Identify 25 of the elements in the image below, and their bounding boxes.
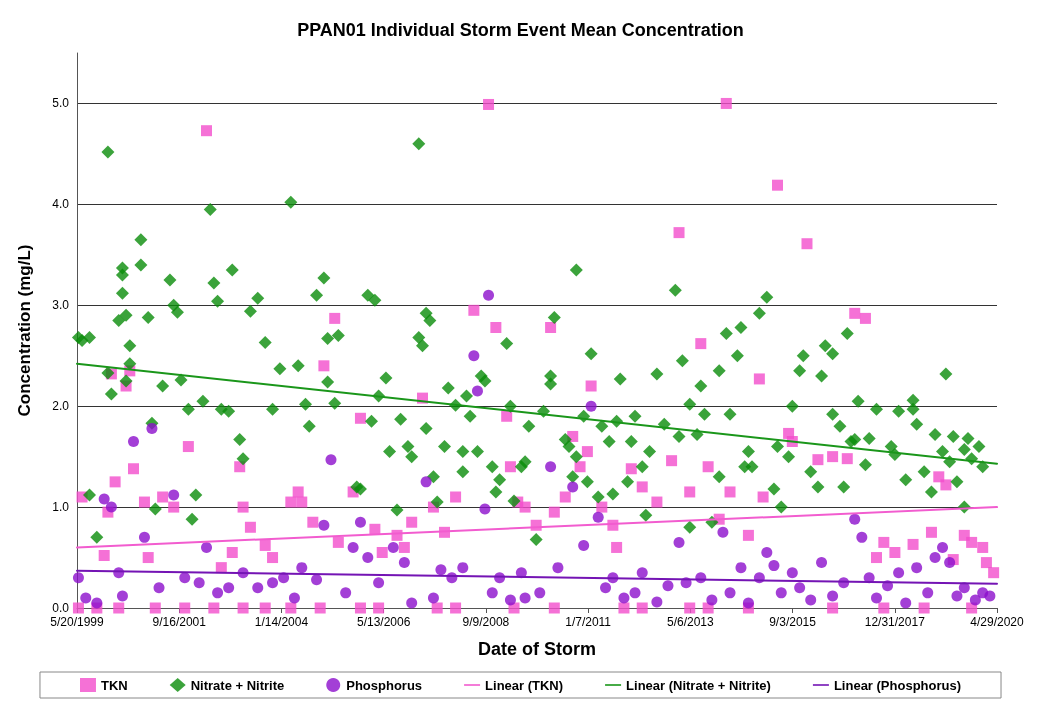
legend-label: Nitrate + Nitrite — [190, 677, 285, 693]
x-tick-label: 9/9/2008 — [462, 615, 510, 629]
x-tick-label: 5/13/2006 — [356, 615, 411, 629]
y-tick-label: 5.0 — [52, 96, 70, 111]
y-tick-label: 2.0 — [52, 399, 70, 414]
legend-label: TKN — [100, 677, 128, 693]
y-tick-label: 1.0 — [52, 500, 70, 515]
chart-title: PPAN01 Individual Storm Event Mean Concentration — [297, 20, 744, 40]
legend-label: Linear (TKN) — [485, 677, 564, 693]
y-tick-label: 4.0 — [52, 197, 70, 212]
y-tick-label: 0.0 — [52, 601, 70, 615]
legend-label: Linear (Phosphorus) — [833, 677, 962, 693]
x-tick-label: 12/31/2017 — [864, 615, 926, 629]
x-tick-label: 5/6/2013 — [666, 615, 715, 629]
y-axis-title: Concentration (mg/L) — [15, 244, 34, 417]
y-tick-label: 3.0 — [52, 298, 70, 313]
x-tick-label: 9/3/2015 — [769, 615, 817, 629]
x-axis-title: Date of Storm — [477, 639, 597, 659]
legend-label: Phosphorus — [346, 677, 423, 693]
legend-label: Linear (Nitrate + Nitrite) — [626, 677, 771, 693]
x-tick-label: 1/7/2011 — [565, 615, 612, 629]
x-tick-label: 5/20/1999 — [50, 615, 105, 629]
x-tick-label: 1/14/2004 — [254, 615, 309, 629]
x-tick-label: 9/16/2001 — [152, 615, 207, 629]
x-tick-label: 4/29/2020 — [970, 615, 1025, 629]
